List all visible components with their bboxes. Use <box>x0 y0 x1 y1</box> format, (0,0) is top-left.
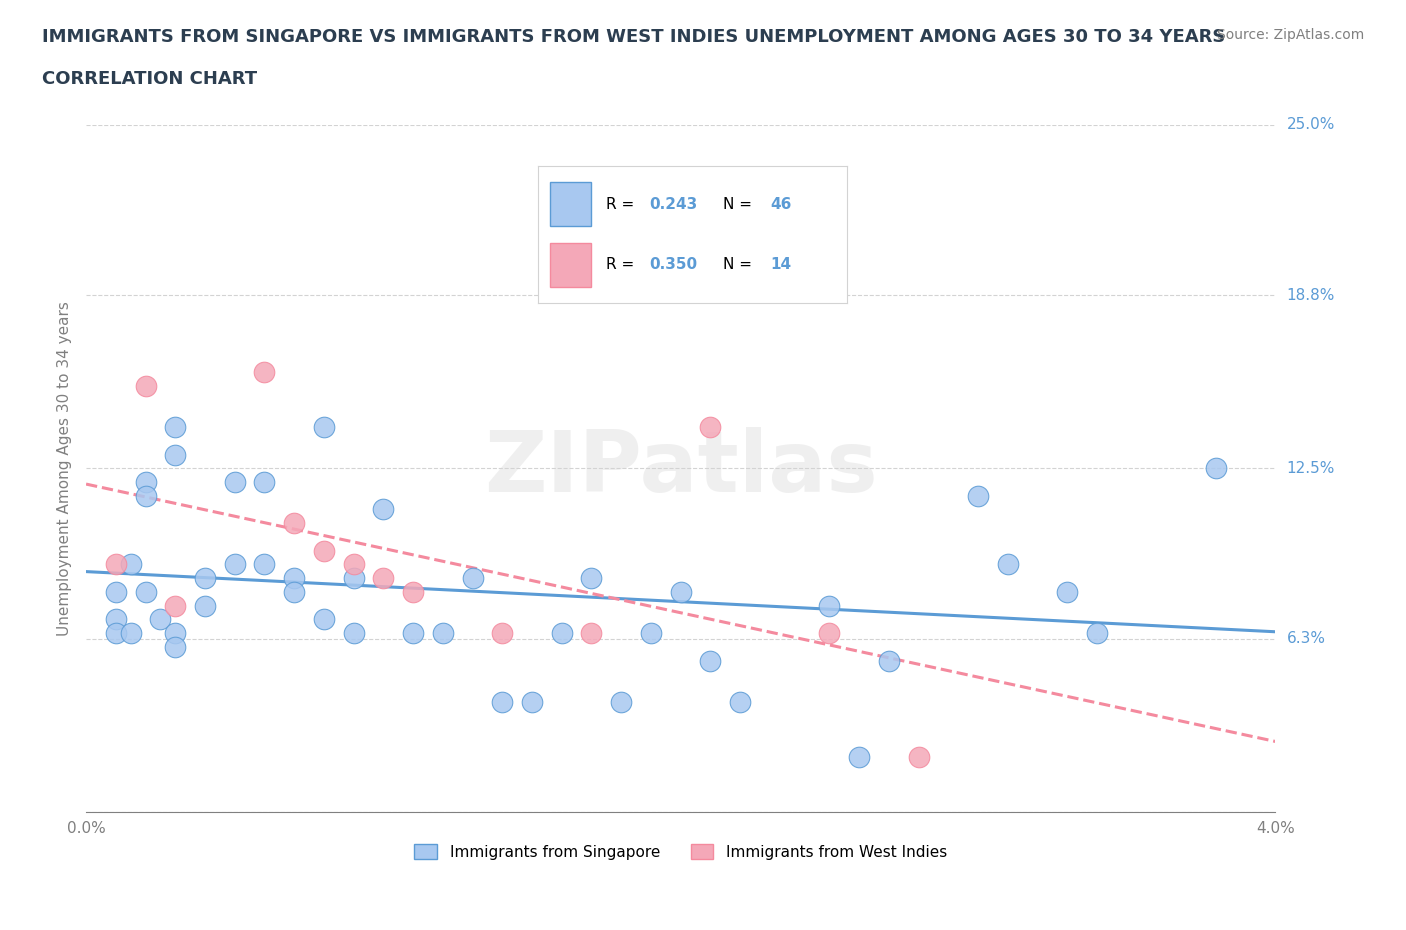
Point <box>343 557 366 572</box>
Point <box>728 695 751 710</box>
Point <box>818 626 841 641</box>
Point <box>194 571 217 586</box>
Point <box>120 626 142 641</box>
Point <box>104 557 127 572</box>
Point <box>283 571 305 586</box>
Point <box>669 584 692 599</box>
Point <box>967 488 990 503</box>
Legend: Immigrants from Singapore, Immigrants from West Indies: Immigrants from Singapore, Immigrants fr… <box>408 838 953 866</box>
Point <box>312 543 335 558</box>
Point <box>120 557 142 572</box>
Point <box>402 584 425 599</box>
Point <box>312 419 335 434</box>
Point <box>165 447 187 462</box>
Point <box>581 571 603 586</box>
Point <box>165 419 187 434</box>
Point <box>343 571 366 586</box>
Point <box>461 571 484 586</box>
Point <box>135 488 157 503</box>
Point <box>848 750 870 764</box>
Point <box>551 626 574 641</box>
Point <box>491 695 513 710</box>
Point <box>373 502 395 517</box>
Point <box>818 598 841 613</box>
Point <box>253 557 276 572</box>
Point <box>699 653 721 668</box>
Point <box>224 557 246 572</box>
Point <box>104 584 127 599</box>
Point <box>283 584 305 599</box>
Point <box>194 598 217 613</box>
Point <box>610 695 633 710</box>
Text: 18.8%: 18.8% <box>1286 287 1334 302</box>
Text: 6.3%: 6.3% <box>1286 631 1326 646</box>
Point <box>135 379 157 393</box>
Point <box>135 474 157 489</box>
Point <box>1056 584 1078 599</box>
Point <box>432 626 454 641</box>
Point <box>699 419 721 434</box>
Text: CORRELATION CHART: CORRELATION CHART <box>42 70 257 87</box>
Text: 25.0%: 25.0% <box>1286 117 1334 132</box>
Text: 12.5%: 12.5% <box>1286 460 1334 476</box>
Point <box>640 626 662 641</box>
Point <box>253 365 276 379</box>
Point <box>491 626 513 641</box>
Point <box>253 474 276 489</box>
Point <box>1085 626 1108 641</box>
Point <box>104 626 127 641</box>
Point <box>224 474 246 489</box>
Point <box>373 571 395 586</box>
Point <box>104 612 127 627</box>
Point <box>165 626 187 641</box>
Point <box>312 612 335 627</box>
Point <box>877 653 900 668</box>
Point <box>520 695 543 710</box>
Point <box>283 516 305 531</box>
Y-axis label: Unemployment Among Ages 30 to 34 years: Unemployment Among Ages 30 to 34 years <box>58 300 72 636</box>
Text: IMMIGRANTS FROM SINGAPORE VS IMMIGRANTS FROM WEST INDIES UNEMPLOYMENT AMONG AGES: IMMIGRANTS FROM SINGAPORE VS IMMIGRANTS … <box>42 28 1226 46</box>
Point <box>165 598 187 613</box>
Point <box>997 557 1019 572</box>
Point <box>149 612 172 627</box>
Point <box>402 626 425 641</box>
Point <box>343 626 366 641</box>
Point <box>165 640 187 655</box>
Point <box>135 584 157 599</box>
Point <box>1205 460 1227 475</box>
Text: Source: ZipAtlas.com: Source: ZipAtlas.com <box>1216 28 1364 42</box>
Point <box>907 750 929 764</box>
Text: ZIPatlas: ZIPatlas <box>484 427 877 510</box>
Point <box>581 626 603 641</box>
